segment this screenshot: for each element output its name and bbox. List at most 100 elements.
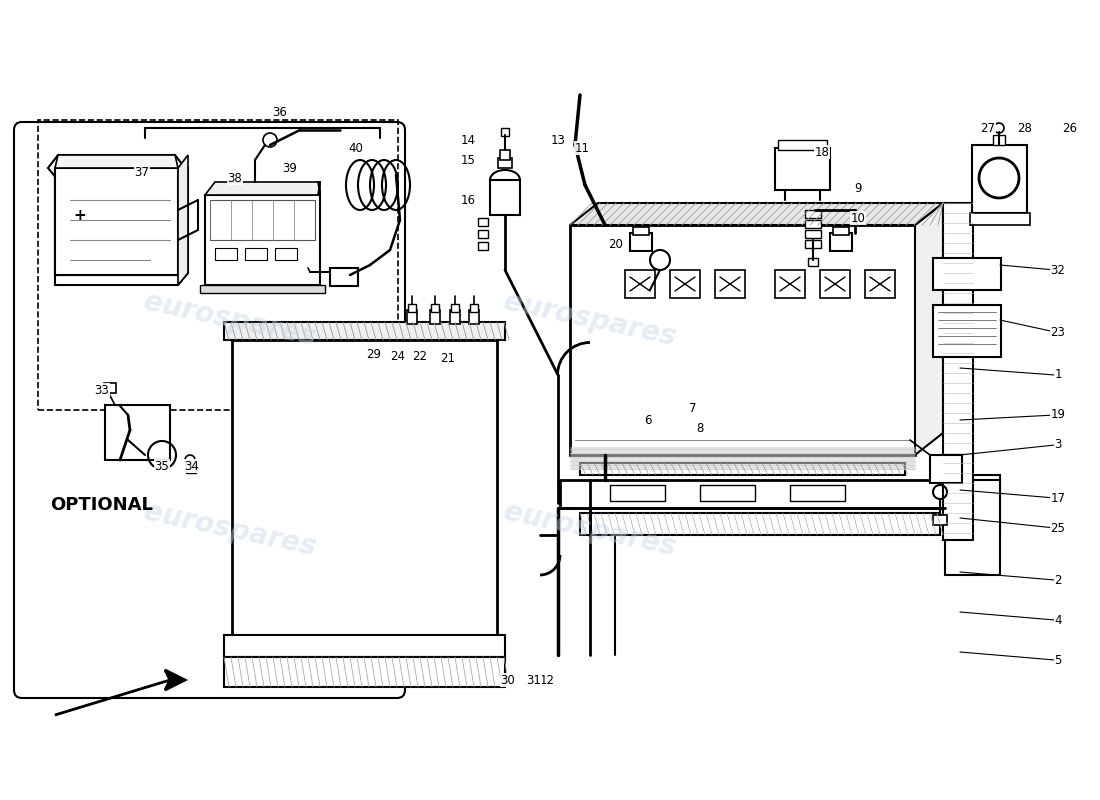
Text: 6: 6 — [645, 414, 651, 426]
Circle shape — [994, 123, 1004, 133]
Text: 30: 30 — [500, 674, 516, 686]
Polygon shape — [570, 203, 943, 225]
Text: 23: 23 — [1050, 326, 1066, 338]
Bar — [776, 270, 805, 298]
Bar — [498, 158, 512, 168]
Text: 36: 36 — [273, 106, 287, 118]
Bar — [933, 258, 1001, 290]
Text: 5: 5 — [1054, 654, 1062, 666]
Bar — [104, 383, 116, 393]
Bar — [232, 340, 497, 635]
Bar — [670, 270, 700, 298]
Bar — [700, 485, 755, 501]
Bar — [945, 475, 1000, 535]
Bar — [478, 218, 488, 226]
Bar — [970, 213, 1030, 225]
Bar — [778, 140, 827, 150]
Polygon shape — [178, 155, 188, 285]
Text: 8: 8 — [696, 422, 704, 434]
Bar — [186, 465, 196, 473]
Bar — [245, 248, 267, 260]
Bar — [933, 515, 947, 525]
Circle shape — [263, 133, 277, 147]
Bar — [808, 258, 818, 266]
Text: 21: 21 — [440, 351, 455, 365]
Bar — [275, 248, 297, 260]
Bar — [500, 128, 509, 136]
Polygon shape — [55, 670, 185, 715]
Text: 2: 2 — [1054, 574, 1062, 586]
Bar — [478, 230, 488, 238]
Text: 32: 32 — [1050, 263, 1066, 277]
Bar — [500, 150, 510, 160]
Bar — [469, 310, 478, 324]
Bar — [224, 657, 505, 687]
Bar — [560, 480, 945, 508]
Text: 22: 22 — [412, 350, 428, 362]
Bar — [805, 230, 821, 238]
Bar — [790, 485, 845, 501]
Text: 20: 20 — [608, 238, 624, 251]
Bar — [776, 148, 830, 190]
Text: 17: 17 — [1050, 491, 1066, 505]
Text: eurospares: eurospares — [141, 288, 319, 352]
Polygon shape — [55, 168, 188, 285]
Bar — [39, 120, 398, 410]
Bar — [715, 270, 745, 298]
Circle shape — [979, 158, 1019, 198]
Bar — [450, 310, 460, 324]
Bar — [570, 225, 915, 455]
Bar — [431, 304, 439, 312]
Text: 10: 10 — [850, 211, 866, 225]
Text: 28: 28 — [1018, 122, 1033, 134]
Polygon shape — [48, 155, 185, 180]
Bar — [632, 227, 649, 235]
Text: 16: 16 — [461, 194, 475, 206]
Text: 4: 4 — [1054, 614, 1062, 626]
Text: 15: 15 — [461, 154, 475, 166]
Bar — [830, 233, 852, 251]
Bar — [200, 285, 324, 293]
Text: 34: 34 — [185, 459, 199, 473]
Bar — [805, 210, 821, 218]
Text: 12: 12 — [539, 674, 554, 686]
Bar — [205, 195, 320, 285]
Bar — [820, 270, 850, 298]
Text: 1: 1 — [1054, 369, 1062, 382]
Bar — [451, 304, 459, 312]
Text: 39: 39 — [283, 162, 297, 174]
Text: 7: 7 — [690, 402, 696, 414]
Bar — [805, 240, 821, 248]
Bar — [224, 322, 505, 340]
Text: eurospares: eurospares — [502, 288, 679, 352]
Polygon shape — [318, 182, 320, 285]
Bar — [330, 268, 358, 286]
Text: +: + — [74, 207, 87, 222]
Bar — [478, 242, 488, 250]
Text: OPTIONAL: OPTIONAL — [51, 496, 153, 514]
Bar — [490, 180, 520, 215]
Text: 18: 18 — [815, 146, 829, 158]
Bar — [470, 304, 478, 312]
Bar — [104, 405, 170, 460]
Bar — [430, 310, 440, 324]
Text: 3: 3 — [1054, 438, 1062, 451]
Bar — [210, 200, 315, 240]
Bar — [610, 485, 665, 501]
Text: 9: 9 — [855, 182, 861, 194]
Bar — [805, 220, 821, 228]
Text: 26: 26 — [1063, 122, 1078, 134]
Bar — [833, 227, 849, 235]
Polygon shape — [205, 182, 320, 195]
Text: eurospares: eurospares — [502, 498, 679, 562]
Bar — [993, 135, 1005, 145]
Bar — [930, 455, 962, 483]
Text: 35: 35 — [155, 459, 169, 473]
Bar — [972, 145, 1027, 213]
Text: 37: 37 — [134, 166, 150, 178]
Polygon shape — [915, 203, 943, 455]
Bar — [55, 168, 178, 275]
Bar — [630, 233, 652, 251]
Polygon shape — [55, 670, 185, 715]
Bar — [933, 305, 1001, 357]
